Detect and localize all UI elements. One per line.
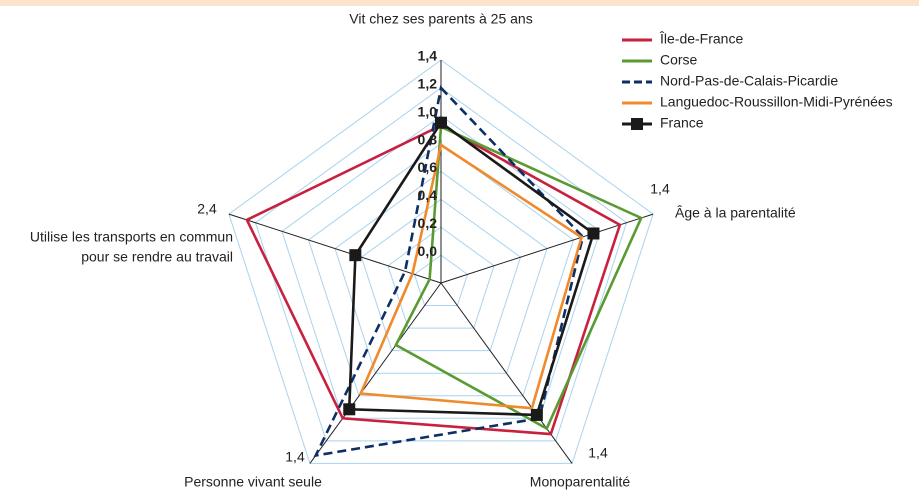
axis-name: Âge à la parentalité <box>675 205 796 221</box>
axis-max-label: 1,4 <box>588 445 608 461</box>
tick-label: 0,8 <box>418 131 438 147</box>
grid-ring <box>228 59 654 464</box>
axis-name: pour se rendre au travail <box>81 249 233 265</box>
series-marker <box>435 116 447 129</box>
axis-name: Personne vivant seule <box>184 474 322 490</box>
grid-ring <box>413 254 469 307</box>
series-line <box>347 120 595 417</box>
legend-label: Île-de-France <box>659 31 743 47</box>
series-marker <box>587 227 600 240</box>
legend-label: France <box>660 115 704 131</box>
legend-label: Corse <box>660 52 698 68</box>
axis-max-label: 1,4 <box>650 181 670 197</box>
series-line <box>394 124 643 431</box>
tick-label: 1,4 <box>418 48 438 64</box>
grid-ring <box>360 198 522 352</box>
tick-label: 0,6 <box>418 159 438 175</box>
series-line <box>358 142 584 410</box>
legend-marker <box>631 118 643 130</box>
grid-ring <box>334 170 548 374</box>
series-marker <box>349 249 362 262</box>
grid-ring <box>281 115 601 419</box>
axis-name: Monoparentalité <box>530 474 631 490</box>
series-marker <box>343 403 356 416</box>
axis-name: Vit chez ses parents à 25 ans <box>349 11 532 27</box>
header-strip <box>0 0 919 6</box>
grid-ring <box>307 143 575 397</box>
tick-label: 0,4 <box>418 187 438 203</box>
legend-label: Languedoc-Roussillon-Midi-Pyrénées <box>660 94 893 110</box>
axis-spoke <box>309 282 442 464</box>
tick-label: 0,0 <box>418 243 438 259</box>
axis-max-label: 2,4 <box>197 201 217 217</box>
series-line <box>245 124 622 436</box>
legend-label: Nord-Pas-de-Calais-Picardie <box>660 73 838 89</box>
axis-spoke <box>440 213 654 284</box>
tick-label: 0,2 <box>418 215 438 231</box>
axis-spoke <box>228 213 442 284</box>
tick-label: 1,0 <box>418 103 438 119</box>
grid-ring <box>387 226 495 329</box>
series-line <box>313 85 585 458</box>
axis-name: Utilise les transports en commun <box>30 229 233 245</box>
axis-max-label: 1,4 <box>285 449 305 465</box>
tick-label: 1,2 <box>418 76 438 92</box>
series-marker <box>530 408 543 421</box>
